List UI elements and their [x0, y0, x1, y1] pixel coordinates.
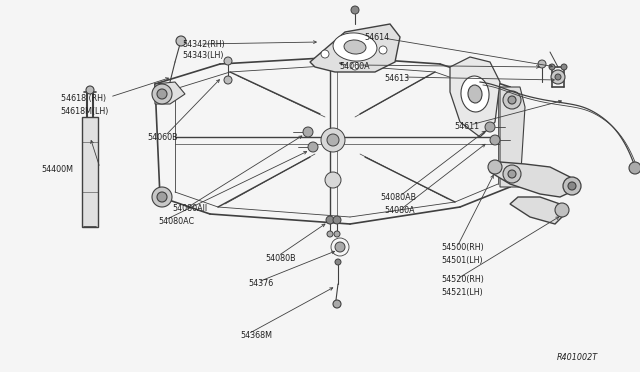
Circle shape — [326, 216, 334, 224]
Circle shape — [334, 231, 340, 237]
Circle shape — [321, 50, 329, 58]
Text: 54611: 54611 — [454, 122, 479, 131]
Circle shape — [485, 122, 495, 132]
Text: R401002T: R401002T — [557, 353, 598, 362]
Circle shape — [333, 216, 341, 224]
Polygon shape — [450, 57, 500, 137]
Text: 54342(RH): 54342(RH) — [182, 40, 225, 49]
Text: 54618 (RH): 54618 (RH) — [61, 94, 106, 103]
Text: 54060A: 54060A — [339, 62, 370, 71]
Text: 54343(LH): 54343(LH) — [182, 51, 224, 60]
Circle shape — [308, 142, 318, 152]
Circle shape — [629, 162, 640, 174]
Text: 54080AB: 54080AB — [381, 193, 417, 202]
Circle shape — [503, 91, 521, 109]
Circle shape — [327, 134, 339, 146]
Circle shape — [503, 165, 521, 183]
Circle shape — [86, 86, 94, 94]
Text: 54080A: 54080A — [384, 206, 415, 215]
Circle shape — [335, 242, 345, 252]
Polygon shape — [500, 87, 525, 187]
Circle shape — [333, 300, 341, 308]
Circle shape — [508, 96, 516, 104]
Ellipse shape — [461, 76, 489, 112]
Text: 54400M: 54400M — [42, 165, 74, 174]
Text: 54376: 54376 — [248, 279, 273, 288]
Circle shape — [335, 259, 341, 265]
Text: 54368M: 54368M — [240, 331, 272, 340]
Circle shape — [325, 172, 341, 188]
Circle shape — [224, 57, 232, 65]
Polygon shape — [310, 24, 400, 72]
Polygon shape — [155, 82, 185, 104]
Text: 54060B: 54060B — [147, 133, 178, 142]
Circle shape — [508, 170, 516, 178]
Ellipse shape — [344, 40, 366, 54]
Ellipse shape — [468, 85, 482, 103]
Circle shape — [152, 84, 172, 104]
Circle shape — [351, 6, 359, 14]
Circle shape — [555, 74, 561, 80]
Circle shape — [561, 64, 567, 70]
Text: 54501(LH): 54501(LH) — [442, 256, 483, 265]
Circle shape — [538, 60, 546, 68]
Text: 54613: 54613 — [384, 74, 409, 83]
Circle shape — [563, 177, 581, 195]
Circle shape — [157, 89, 167, 99]
Text: 54521(LH): 54521(LH) — [442, 288, 483, 297]
Circle shape — [157, 192, 167, 202]
Text: 54080AII: 54080AII — [173, 204, 208, 213]
Circle shape — [551, 70, 565, 84]
Circle shape — [568, 182, 576, 190]
Polygon shape — [82, 117, 98, 227]
Polygon shape — [490, 162, 575, 197]
Circle shape — [321, 128, 345, 152]
Ellipse shape — [333, 33, 377, 61]
Circle shape — [152, 187, 172, 207]
Circle shape — [303, 127, 313, 137]
Text: 54520(RH): 54520(RH) — [442, 275, 484, 284]
Polygon shape — [510, 197, 565, 224]
Circle shape — [555, 203, 569, 217]
Circle shape — [490, 135, 500, 145]
Circle shape — [488, 160, 502, 174]
Text: 54080B: 54080B — [266, 254, 296, 263]
Circle shape — [327, 231, 333, 237]
Text: 54618M(LH): 54618M(LH) — [61, 107, 109, 116]
Text: 54080AC: 54080AC — [159, 217, 195, 226]
Text: 54614: 54614 — [365, 33, 390, 42]
Text: 54500(RH): 54500(RH) — [442, 243, 484, 252]
Circle shape — [351, 62, 359, 70]
Circle shape — [224, 76, 232, 84]
Circle shape — [549, 64, 555, 70]
Circle shape — [379, 46, 387, 54]
Circle shape — [176, 36, 186, 46]
